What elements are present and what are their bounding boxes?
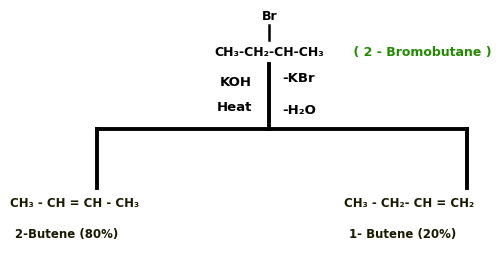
Text: CH₃-CH₂-CH-CH₃: CH₃-CH₂-CH-CH₃ — [215, 46, 324, 59]
Text: -H₂O: -H₂O — [282, 104, 316, 117]
Text: 2-Butene (80%): 2-Butene (80%) — [15, 228, 118, 241]
Text: CH₃ - CH₂- CH = CH₂: CH₃ - CH₂- CH = CH₂ — [344, 197, 475, 210]
Text: KOH: KOH — [220, 76, 252, 89]
Text: 1- Butene (20%): 1- Butene (20%) — [349, 228, 457, 241]
Text: Br: Br — [261, 10, 277, 23]
Text: Heat: Heat — [217, 100, 252, 114]
Text: -KBr: -KBr — [282, 72, 314, 85]
Text: ( 2 - Bromobutane ): ( 2 - Bromobutane ) — [349, 46, 492, 59]
Text: CH₃ - CH = CH - CH₃: CH₃ - CH = CH - CH₃ — [10, 197, 139, 210]
